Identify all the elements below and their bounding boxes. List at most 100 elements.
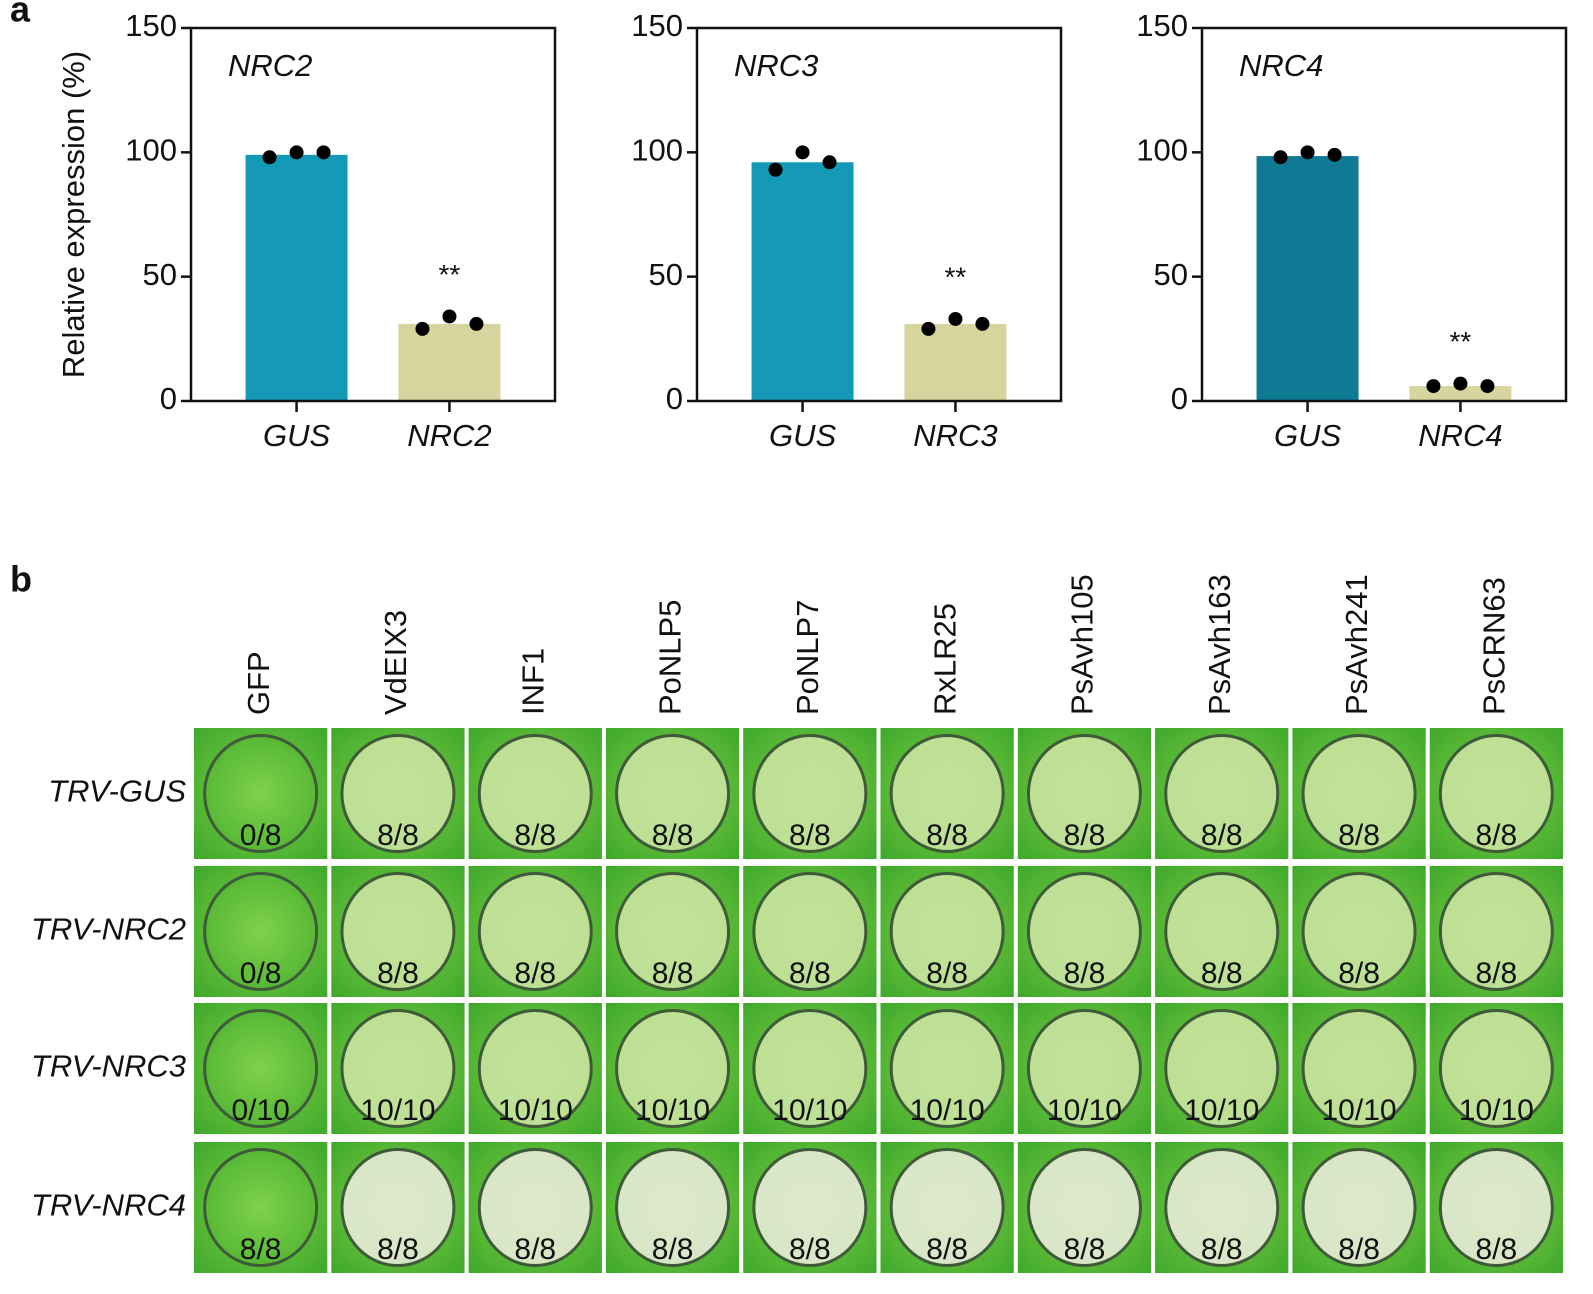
cell-score: 10/10 (1047, 1094, 1122, 1127)
infiltration-spot (615, 872, 731, 991)
infiltration-spot (889, 1009, 1005, 1128)
infiltration-spot (203, 1148, 319, 1267)
cell-score: 10/10 (635, 1094, 710, 1127)
y-tick-label: 0 (1171, 381, 1188, 416)
column-label: GFP (241, 651, 276, 715)
infiltration-spot (752, 734, 868, 853)
infiltration-spot (477, 734, 593, 853)
cell-score: 8/8 (1201, 957, 1243, 990)
chart-title: NRC3 (734, 48, 818, 83)
panel-label: a (10, 0, 31, 30)
y-tick-label: 0 (160, 381, 177, 416)
data-point (1273, 150, 1288, 165)
infiltration-spot (1026, 734, 1142, 853)
infiltration-spot (889, 1148, 1005, 1267)
infiltration-spot (889, 872, 1005, 991)
cell-score: 8/8 (377, 957, 419, 990)
x-tick-label: GUS (769, 418, 837, 453)
cell-score: 8/8 (1338, 957, 1380, 990)
cell-score: 8/8 (1064, 819, 1106, 852)
y-tick-label: 150 (1136, 8, 1188, 43)
cell-score: 8/8 (514, 1233, 556, 1266)
infiltration-spot (1438, 734, 1554, 853)
cell-score: 8/8 (926, 957, 968, 990)
cell-score: 8/8 (1475, 819, 1517, 852)
bar (398, 323, 501, 401)
column-label: PoNLP5 (653, 600, 688, 715)
cell-score: 8/8 (789, 957, 831, 990)
infiltration-spot (1164, 1148, 1280, 1267)
infiltration-spot (477, 872, 593, 991)
cell-score: 8/8 (1064, 957, 1106, 990)
data-point (469, 316, 484, 331)
significance-label: ** (1450, 326, 1472, 357)
y-tick-label: 100 (1136, 133, 1188, 168)
row-label: TRV-NRC4 (31, 1188, 186, 1223)
bar (1256, 156, 1359, 401)
infiltration-spot (1026, 872, 1142, 991)
data-point (975, 316, 990, 331)
y-tick-label: 50 (143, 257, 177, 292)
column-label: PsAvh163 (1202, 574, 1237, 715)
bar (245, 154, 348, 401)
cell-score: 8/8 (240, 1233, 282, 1266)
cell-score: 0/8 (240, 819, 282, 852)
y-tick-label: 100 (631, 133, 683, 168)
cell-score: 10/10 (772, 1094, 847, 1127)
row-label: TRV-NRC3 (31, 1049, 186, 1084)
x-tick-label: NRC4 (1418, 418, 1502, 453)
cell-score: 8/8 (1475, 1233, 1517, 1266)
data-point (1453, 376, 1468, 391)
leaf-image (194, 1142, 328, 1273)
infiltration-spot (1164, 872, 1280, 991)
infiltration-spot (477, 1148, 593, 1267)
infiltration-spot (1026, 1009, 1142, 1128)
cell-score: 8/8 (789, 1233, 831, 1266)
data-point (1426, 379, 1441, 394)
infiltration-spot (203, 872, 319, 991)
cell-score: 10/10 (360, 1094, 435, 1127)
data-point (768, 162, 783, 177)
infiltration-spot (477, 1009, 593, 1128)
data-point (1327, 147, 1342, 162)
cell-score: 8/8 (1338, 819, 1380, 852)
row-label: TRV-GUS (48, 774, 186, 809)
data-point (795, 145, 810, 160)
cell-score: 8/8 (926, 819, 968, 852)
infiltration-spot (1026, 1148, 1142, 1267)
data-point (1480, 379, 1495, 394)
y-tick-label: 100 (125, 133, 177, 168)
column-label: INF1 (515, 648, 550, 715)
leaf-image (194, 866, 328, 997)
cell-score: 0/8 (240, 957, 282, 990)
data-point (822, 155, 837, 170)
x-tick-label: GUS (263, 418, 331, 453)
cell-score: 0/10 (231, 1094, 289, 1127)
chart-title: NRC2 (228, 48, 312, 83)
y-tick-label: 50 (649, 257, 683, 292)
x-tick-label: NRC2 (407, 418, 491, 453)
column-label: PsCRN63 (1477, 577, 1512, 715)
infiltration-spot (1438, 1009, 1554, 1128)
bar (751, 162, 854, 401)
cell-score: 8/8 (652, 1233, 694, 1266)
data-point (442, 309, 457, 324)
y-tick-label: 150 (125, 8, 177, 43)
infiltration-spot (615, 1009, 731, 1128)
leaf-image (194, 728, 328, 859)
infiltration-spot (1164, 1009, 1280, 1128)
infiltration-spot (1438, 1148, 1554, 1267)
data-point (316, 145, 331, 160)
infiltration-spot (340, 1148, 456, 1267)
cell-score: 8/8 (1475, 957, 1517, 990)
infiltration-spot (752, 1009, 868, 1128)
infiltration-spot (615, 734, 731, 853)
plot-frame (189, 26, 557, 403)
cell-score: 8/8 (514, 957, 556, 990)
column-label: PsAvh241 (1339, 574, 1374, 715)
significance-label: ** (439, 259, 461, 290)
infiltration-spot (340, 734, 456, 853)
infiltration-spot (1301, 1009, 1417, 1128)
y-axis-label: Relative expression (%) (56, 51, 91, 378)
cell-score: 10/10 (498, 1094, 573, 1127)
